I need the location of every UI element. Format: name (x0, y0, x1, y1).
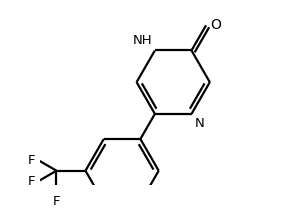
Text: N: N (195, 117, 204, 130)
Text: F: F (28, 154, 35, 167)
Text: F: F (53, 195, 60, 208)
Text: NH: NH (133, 34, 153, 47)
Text: O: O (210, 18, 221, 32)
Text: F: F (28, 175, 35, 188)
